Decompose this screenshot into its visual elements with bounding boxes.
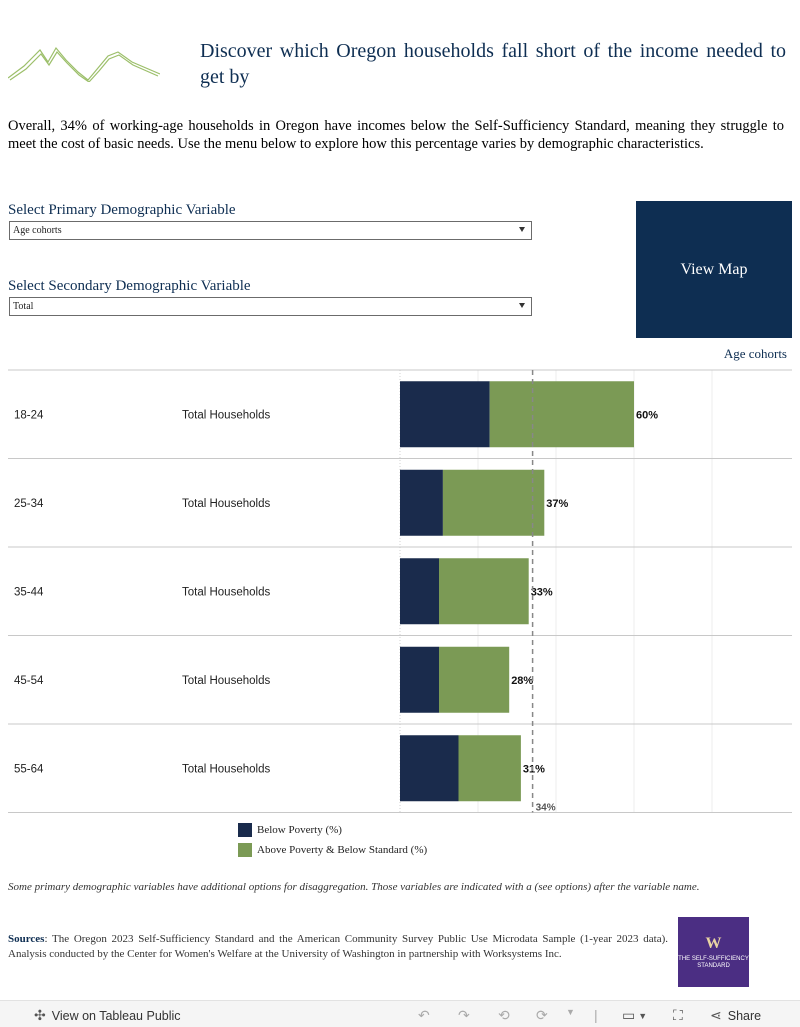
chart-header: Age cohorts xyxy=(723,346,787,361)
bar-segment xyxy=(439,558,529,625)
sources-body: : The Oregon 2023 Self-Sufficiency Stand… xyxy=(8,933,668,960)
self-sufficiency-standard-logo: W THE SELF-SUFFICIENCY STANDARD xyxy=(678,917,749,987)
refresh-icon: ⟳ xyxy=(536,1007,548,1023)
stacked-bar-chart: 18-24 Total Households 60% 25-34 Total House… xyxy=(8,369,792,814)
legend-label: Below Poverty (%) xyxy=(257,824,342,836)
bar-segment xyxy=(442,469,545,536)
redo-icon: ↷ xyxy=(458,1007,470,1023)
revert-icon: ⟲ xyxy=(498,1007,510,1023)
legend-label: Above Poverty & Below Standard (%) xyxy=(257,844,428,856)
bar-segment xyxy=(400,558,439,625)
category-label: 18-24 xyxy=(14,409,44,421)
undo-icon: ↶ xyxy=(418,1007,430,1023)
bar-segment xyxy=(489,381,634,448)
redo-button[interactable]: ↷ xyxy=(458,1007,470,1024)
category-label: 35-44 xyxy=(14,586,44,598)
comment-button[interactable]: ▭ ▼ xyxy=(622,1007,647,1024)
bar-segment xyxy=(400,646,439,713)
legend-swatch xyxy=(238,823,252,837)
intro-text: Overall, 34% of working-age households i… xyxy=(8,118,784,152)
mountain-logo xyxy=(8,46,160,82)
sources-text: Sources: The Oregon 2023 Self-Sufficienc… xyxy=(8,932,668,962)
bar-segment xyxy=(400,735,459,802)
chart-legend: Below Poverty (%) Above Poverty & Below … xyxy=(238,820,427,860)
legend-item-below-poverty: Below Poverty (%) xyxy=(238,820,427,840)
bar-total-label: 31% xyxy=(523,763,545,775)
bar-segment xyxy=(400,381,490,448)
share-icon: ⋖ xyxy=(710,1007,722,1023)
fullscreen-icon: ⛶ xyxy=(673,1007,683,1023)
bar-segment xyxy=(458,735,521,802)
primary-variable-value: Age cohorts xyxy=(13,225,62,236)
page-title: Discover which Oregon households fall sh… xyxy=(200,40,786,88)
category-label: 25-34 xyxy=(14,498,44,510)
share-button[interactable]: ⋖ Share xyxy=(710,1007,761,1024)
view-map-button[interactable]: View Map xyxy=(636,201,792,338)
bar-segment xyxy=(400,469,443,536)
legend-swatch xyxy=(238,843,252,857)
tableau-icon: ✣ xyxy=(34,1007,46,1023)
comment-icon: ▭ xyxy=(622,1007,636,1023)
footnote: Some primary demographic variables have … xyxy=(8,881,700,893)
category-label: 45-54 xyxy=(14,675,44,687)
bar-total-label: 33% xyxy=(531,586,553,598)
subgroup-label: Total Households xyxy=(182,409,270,421)
tableau-toolbar: ✣ View on Tableau Public ↶ ↷ ⟲ ⟳ ▼ | ▭ ▼… xyxy=(0,1000,800,1027)
primary-variable-dropdown[interactable]: Age cohorts xyxy=(9,221,532,240)
chevron-down-icon: ▼ xyxy=(638,1010,648,1021)
category-label: 55-64 xyxy=(14,763,44,775)
subgroup-label: Total Households xyxy=(182,498,270,510)
view-on-tableau-label: View on Tableau Public xyxy=(51,1008,181,1023)
reference-line-label: 34% xyxy=(536,803,556,814)
secondary-variable-label: Select Secondary Demographic Variable xyxy=(8,278,251,294)
subgroup-label: Total Households xyxy=(182,586,270,598)
subgroup-label: Total Households xyxy=(182,675,270,687)
secondary-variable-dropdown[interactable]: Total xyxy=(9,297,532,316)
pause-menu-button[interactable]: ▼ xyxy=(566,1007,575,1017)
undo-button[interactable]: ↶ xyxy=(418,1007,430,1024)
chevron-down-icon: ▼ xyxy=(566,1007,575,1017)
bar-total-label: 37% xyxy=(546,498,568,510)
fullscreen-button[interactable]: ⛶ xyxy=(673,1007,683,1024)
chevron-down-icon xyxy=(519,303,525,308)
primary-variable-label: Select Primary Demographic Variable xyxy=(8,202,236,218)
sources-label: Sources xyxy=(8,933,45,945)
toolbar-divider: | xyxy=(594,1007,598,1023)
bar-total-label: 28% xyxy=(511,675,533,687)
uw-w-mark: W xyxy=(705,934,722,952)
bar-total-label: 60% xyxy=(636,409,658,421)
bar-segment xyxy=(439,646,510,713)
legend-item-above-poverty: Above Poverty & Below Standard (%) xyxy=(238,840,427,860)
secondary-variable-value: Total xyxy=(13,301,34,312)
chevron-down-icon xyxy=(519,227,525,232)
share-label: Share xyxy=(727,1008,762,1023)
refresh-button[interactable]: ⟳ xyxy=(536,1007,548,1024)
subgroup-label: Total Households xyxy=(182,763,270,775)
divider-icon: | xyxy=(594,1007,598,1023)
view-on-tableau-link[interactable]: ✣ View on Tableau Public xyxy=(34,1007,181,1024)
logo-text: THE SELF-SUFFICIENCY STANDARD xyxy=(678,955,749,969)
revert-button[interactable]: ⟲ xyxy=(498,1007,510,1024)
